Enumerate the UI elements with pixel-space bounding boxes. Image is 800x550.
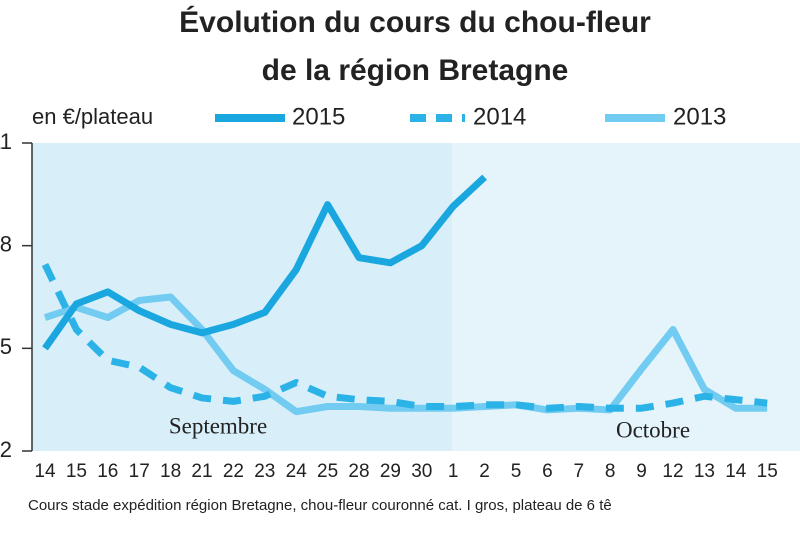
y-axis-label: en €/plateau bbox=[32, 104, 153, 129]
y-tick-label: 2 bbox=[0, 437, 12, 462]
footnote: Cours stade expédition région Bretagne, … bbox=[28, 497, 612, 514]
series-line bbox=[42, 174, 487, 351]
x-tick-label: 8 bbox=[605, 461, 616, 482]
x-tick-label: 7 bbox=[574, 461, 585, 482]
x-tick-label: 18 bbox=[160, 461, 181, 482]
x-tick-label: 15 bbox=[757, 461, 778, 482]
x-tick-label: 29 bbox=[380, 461, 401, 482]
x-tick-label: 21 bbox=[191, 461, 212, 482]
x-tick-label: 6 bbox=[542, 461, 553, 482]
x-tick-label: 28 bbox=[348, 461, 369, 482]
x-tick-label: 9 bbox=[636, 461, 647, 482]
x-tick-label: 1 bbox=[448, 461, 459, 482]
x-tick-label: 13 bbox=[694, 461, 715, 482]
x-tick-label: 5 bbox=[511, 461, 522, 482]
x-tick-label: 17 bbox=[129, 461, 150, 482]
x-tick-label: 30 bbox=[411, 461, 432, 482]
annotation: Octobre bbox=[616, 417, 690, 442]
x-tick-label: 14 bbox=[725, 461, 747, 482]
x-tick-label: 15 bbox=[66, 461, 87, 482]
series-line bbox=[43, 293, 768, 416]
x-tick-label: 14 bbox=[34, 461, 56, 482]
legend-label: 2013 bbox=[673, 103, 726, 130]
y-tick-label: 5 bbox=[0, 334, 12, 359]
x-tick-label: 16 bbox=[97, 461, 118, 482]
y-tick-label: 11 bbox=[0, 129, 12, 154]
legend-label: 2015 bbox=[292, 103, 345, 130]
legend-label: 2014 bbox=[473, 103, 526, 130]
series-line bbox=[41, 262, 768, 412]
annotation: Septembre bbox=[169, 413, 267, 438]
y-tick-label: 8 bbox=[0, 231, 12, 256]
x-tick-label: 12 bbox=[662, 461, 683, 482]
x-tick-label: 23 bbox=[254, 461, 275, 482]
chart-title: de la région Bretagne bbox=[262, 54, 569, 87]
x-tick-label: 25 bbox=[317, 461, 338, 482]
chart-title: Évolution du cours du chou-fleur bbox=[179, 5, 651, 39]
x-tick-label: 24 bbox=[286, 461, 308, 482]
x-tick-label: 2 bbox=[479, 461, 490, 482]
x-tick-label: 22 bbox=[223, 461, 244, 482]
